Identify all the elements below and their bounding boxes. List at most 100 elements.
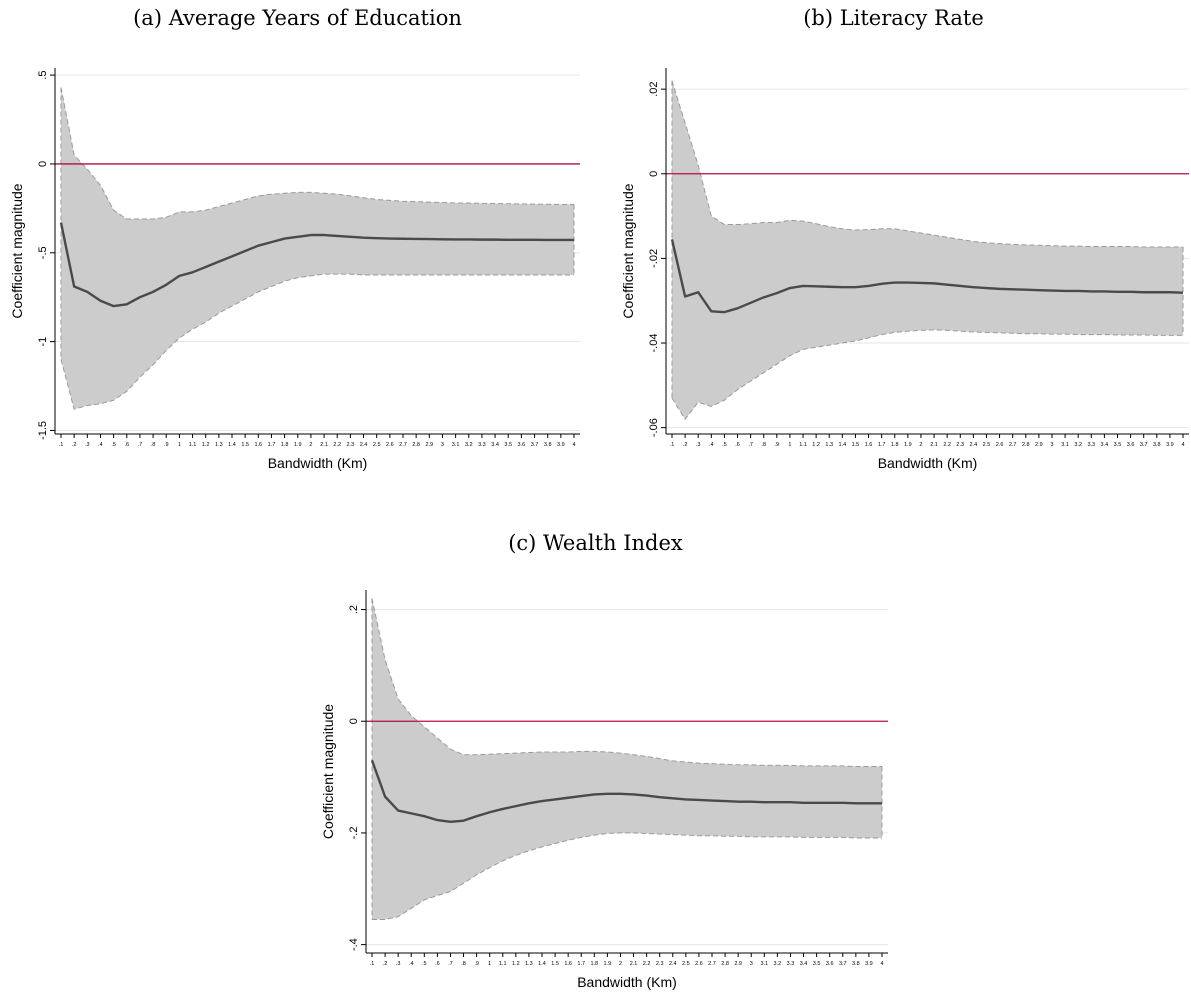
x-tick-label: .2: [683, 442, 688, 448]
x-tick-label: 3.2: [1074, 442, 1082, 448]
x-tick-label: 3.3: [1087, 442, 1095, 448]
x-tick-label: 2: [309, 442, 312, 448]
chart-title: (b) Literacy Rate: [803, 6, 984, 30]
x-tick-label: .9: [164, 442, 169, 448]
x-tick-label: 2.5: [373, 442, 381, 448]
x-tick-label: 1.7: [268, 442, 276, 448]
x-tick-label: .3: [85, 442, 90, 448]
x-tick-label: 3.3: [787, 961, 795, 967]
x-tick-label: 2.6: [695, 961, 703, 967]
x-tick-label: 1.2: [812, 442, 820, 448]
x-tick-label: .8: [151, 442, 156, 448]
x-tick-label: 3.8: [544, 442, 552, 448]
estimate-line: [670, 239, 1184, 314]
x-tick-label: 2.2: [333, 442, 341, 448]
x-tick-label: .7: [448, 961, 453, 967]
chart-svg: .02 0 -.02 -.04 -.06 .1 .2 .3 .4 .5 .6 .7 .8 .9 1 1.1 1.…: [620, 68, 1189, 471]
x-tick-label: 3: [750, 961, 753, 967]
x-tick-label: 3.7: [839, 961, 847, 967]
x-tick-label: 2.9: [1035, 442, 1043, 448]
x-tick-label: .4: [409, 961, 414, 967]
x-tick-label: 1.8: [590, 961, 598, 967]
y-axis-label: Coefficient magnitude: [620, 183, 636, 318]
x-tick-label: 3.3: [478, 442, 486, 448]
x-tick-label: 1.1: [189, 442, 197, 448]
x-tick-label: 1: [488, 961, 491, 967]
x-tick-label: 4: [880, 961, 883, 967]
x-tick-label: 1.1: [499, 961, 507, 967]
x-tick-label: 3.7: [531, 442, 539, 448]
x-tick-label: 1.3: [215, 442, 223, 448]
y-tick-label: 0: [648, 171, 660, 177]
x-tick-label: .7: [748, 442, 753, 448]
x-tick-label: 2.8: [412, 442, 420, 448]
x-tick-label: 3.9: [557, 442, 565, 448]
x-tick-label: 2.5: [983, 442, 991, 448]
x-tick-label: .3: [696, 442, 701, 448]
x-tick-label: 3.9: [865, 961, 873, 967]
confidence-band: [372, 598, 882, 920]
x-tick-label: 3.8: [852, 961, 860, 967]
y-tick-label: .02: [648, 82, 660, 97]
y-tick-label: -.06: [648, 418, 660, 437]
x-tick-label: 2.2: [643, 961, 651, 967]
y-tick-label: 0: [348, 718, 360, 724]
x-tick-label: 1.5: [551, 961, 559, 967]
x-tick-label: 2.7: [399, 442, 407, 448]
y-tick-label: -.04: [648, 334, 660, 353]
x-tick-label: 1.1: [799, 442, 807, 448]
y-tick-label: -.5: [37, 246, 49, 259]
x-tick-label: 4: [572, 442, 575, 448]
x-tick-label: 2.3: [956, 442, 964, 448]
x-tick-label: 1.6: [865, 442, 873, 448]
x-tick-label: 1.9: [294, 442, 302, 448]
chart-panel-c: (c) Wealth Index .2 0 -.2 -.4 .1 .2 .3 .4 .5 .6 .7…: [298, 525, 893, 998]
x-tick-label: 2.5: [682, 961, 690, 967]
y-tick-label: .2: [348, 605, 360, 614]
confidence-band: [672, 80, 1183, 420]
x-tick-label: 1.7: [577, 961, 585, 967]
x-tick-label: 1.2: [202, 442, 210, 448]
x-tick-label: 3: [1050, 442, 1053, 448]
x-tick-label: .9: [474, 961, 479, 967]
x-tick-label: 4: [1181, 442, 1184, 448]
x-tick-label: 1.9: [604, 961, 612, 967]
x-tick-label: 1.4: [538, 961, 546, 967]
x-tick-label: .2: [72, 442, 77, 448]
x-tick-label: 2.3: [347, 442, 355, 448]
x-tick-label: 1: [178, 442, 181, 448]
x-tick-label: .2: [383, 961, 388, 967]
x-tick-label: 1.4: [839, 442, 847, 448]
x-tick-label: .9: [775, 442, 780, 448]
x-tick-label: .5: [722, 442, 727, 448]
x-tick-label: .7: [138, 442, 143, 448]
x-tick-label: .1: [370, 961, 375, 967]
estimate-line: [370, 759, 882, 823]
x-tick-label: 1.7: [878, 442, 886, 448]
x-tick-label: .8: [461, 961, 466, 967]
x-tick-label: 3.4: [800, 961, 808, 967]
x-tick-label: 3.1: [452, 442, 460, 448]
x-tick-label: 2.1: [630, 961, 638, 967]
x-tick-label: 2.9: [734, 961, 742, 967]
x-tick-label: 2.1: [320, 442, 328, 448]
x-tick-label: 2.3: [656, 961, 664, 967]
lower-bound-line: [372, 832, 882, 920]
x-tick-label: 1.5: [241, 442, 249, 448]
x-tick-label: 3.2: [465, 442, 473, 448]
x-tick-label: 3.5: [1114, 442, 1122, 448]
x-tick-label: 3.5: [813, 961, 821, 967]
x-tick-label: 1.5: [852, 442, 860, 448]
y-tick-label: 0: [37, 161, 49, 167]
x-tick-label: .5: [111, 442, 116, 448]
upper-bound-line: [60, 87, 574, 220]
lower-bound-line: [671, 329, 1183, 421]
x-tick-label: 1.4: [228, 442, 236, 448]
x-tick-label: .4: [709, 442, 714, 448]
y-axis-label: Coefficient magnitude: [9, 183, 25, 318]
x-tick-label: .6: [735, 442, 740, 448]
x-axis-label: Bandwidth (Km): [878, 455, 978, 471]
x-axis-label: Bandwidth (Km): [577, 974, 677, 990]
x-tick-label: 1.9: [904, 442, 912, 448]
x-tick-label: 1.3: [525, 961, 533, 967]
